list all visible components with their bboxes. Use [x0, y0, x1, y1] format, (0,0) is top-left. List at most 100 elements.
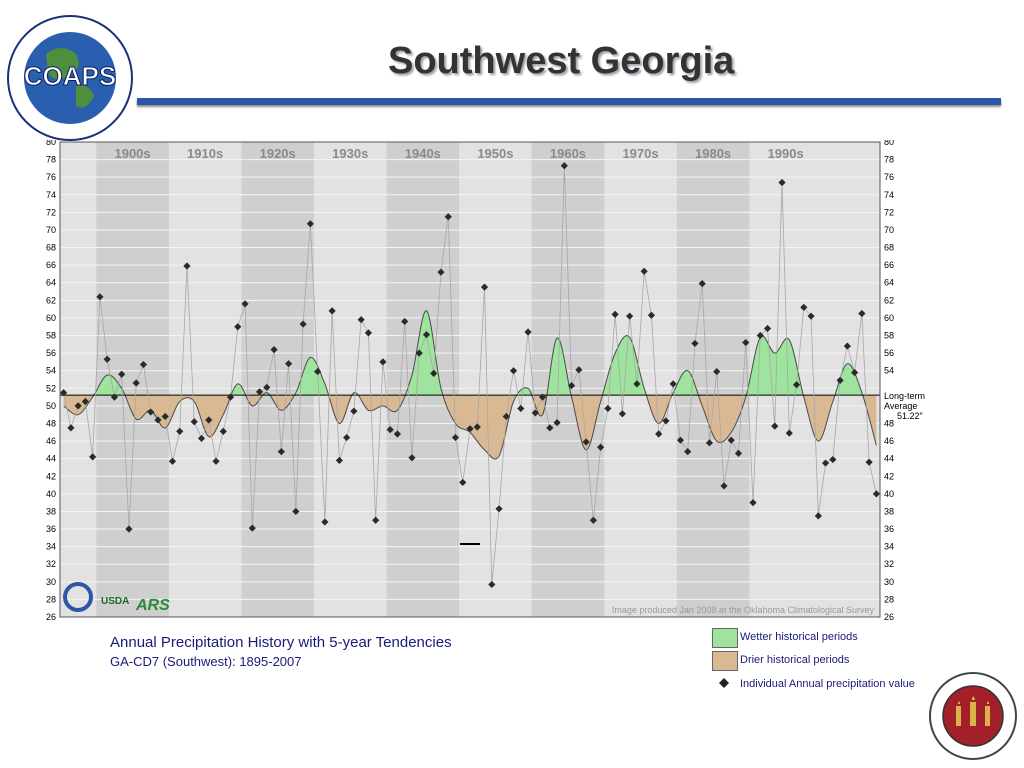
data-point — [314, 367, 322, 376]
y-tick-label-right: 56 — [884, 348, 894, 358]
data-point — [183, 262, 191, 270]
y-tick-label-right: 46 — [884, 436, 894, 446]
data-point — [103, 355, 111, 363]
data-point — [749, 499, 757, 507]
data-point — [248, 524, 256, 532]
data-point — [451, 433, 460, 442]
data-point — [742, 338, 750, 347]
usda-logo: USDA — [101, 596, 129, 607]
data-point — [495, 505, 503, 513]
average-value-label: 51.22" — [897, 411, 923, 421]
coaps-logo: COAPS — [6, 14, 134, 142]
data-point — [401, 317, 409, 326]
chart-subtitle: GA-CD7 (Southwest): 1895-2007 — [110, 654, 302, 669]
y-tick-label: 42 — [46, 471, 56, 481]
agency-logos: USDA ARS — [63, 582, 170, 614]
data-point — [604, 404, 612, 413]
plot-frame — [59, 141, 881, 618]
y-tick-label: 34 — [46, 542, 56, 552]
drier-swatch — [712, 651, 738, 671]
page-title: Southwest Georgia — [388, 40, 735, 82]
data-point — [335, 456, 343, 465]
y-tick-label-right: 48 — [884, 418, 894, 428]
y-tick-label: 76 — [46, 172, 56, 182]
y-tick-label: 48 — [46, 418, 56, 428]
y-tick-label-right: 42 — [884, 471, 894, 481]
data-point — [444, 213, 452, 221]
y-tick-label: 30 — [46, 577, 56, 587]
decade-label: 1970s — [622, 146, 658, 161]
y-tick-label-right: 28 — [884, 594, 894, 604]
average-label-line: Average — [884, 401, 917, 411]
data-point — [219, 427, 227, 435]
y-tick-label: 62 — [46, 295, 56, 305]
data-point — [328, 307, 336, 315]
data-point — [379, 358, 387, 366]
y-tick-label-right: 38 — [884, 506, 894, 516]
decade-label: 1990s — [768, 146, 804, 161]
data-point — [212, 457, 220, 465]
data-point — [771, 422, 779, 430]
data-point — [415, 349, 423, 357]
data-point — [582, 438, 590, 446]
data-point — [176, 427, 184, 435]
y-tick-label: 28 — [46, 594, 56, 604]
data-point — [205, 416, 213, 424]
data-point — [234, 323, 242, 331]
axes — [59, 141, 881, 618]
data-point — [364, 329, 373, 337]
data-point — [567, 382, 576, 390]
data-point — [437, 268, 445, 276]
y-tick-label: 56 — [46, 348, 56, 358]
y-tick-label: 36 — [46, 524, 56, 534]
y-tick-label-right: 78 — [884, 155, 894, 165]
y-tick-label: 54 — [46, 366, 56, 376]
data-point — [524, 328, 532, 336]
data-point — [459, 478, 467, 487]
data-point — [270, 345, 278, 354]
data-point — [161, 412, 169, 421]
decade-label: 1960s — [550, 146, 586, 161]
y-tick-label: 68 — [46, 243, 56, 253]
data-point — [676, 436, 685, 444]
data-point — [372, 516, 380, 524]
data-point — [720, 482, 728, 490]
data-point — [829, 455, 837, 464]
wetter-swatch — [712, 628, 738, 648]
precipitation-chart: 1900s 1910s 1920s 1930s 1940s 1950s 1960s 1970s… — [46, 140, 925, 622]
y-tick-label-right: 72 — [884, 207, 894, 217]
data-point — [778, 178, 786, 187]
average-label: Long-term Average — [884, 391, 925, 411]
data-point — [284, 360, 293, 368]
data-point — [89, 453, 97, 461]
data-point — [756, 331, 764, 340]
data-point — [292, 507, 300, 516]
data-point — [299, 320, 307, 328]
data-point — [698, 280, 706, 288]
ars-logo: ARS — [135, 597, 170, 614]
data-point — [321, 518, 329, 526]
y-tick-label: 26 — [46, 612, 56, 622]
data-point — [81, 397, 89, 406]
data-point — [125, 525, 133, 533]
y-tick-label-right: 66 — [884, 260, 894, 270]
average-label-group: Long-term Average 51.22" — [884, 391, 925, 421]
y-tick-label-right: 34 — [884, 542, 894, 552]
fsu-seal — [928, 670, 1018, 762]
y-tick-label-right: 74 — [884, 190, 894, 200]
y-tick-label: 50 — [46, 401, 56, 411]
y-tick-label-right: 30 — [884, 577, 894, 587]
y-tick-label-right: 40 — [884, 489, 894, 499]
data-point — [473, 423, 481, 431]
y-tick-label: 58 — [46, 331, 56, 341]
data-point — [139, 360, 148, 369]
data-point — [538, 393, 547, 401]
diamond-marker-icon — [719, 678, 729, 688]
y-tick-label-right: 62 — [884, 295, 894, 305]
data-point — [502, 412, 510, 421]
y-tick-label: 40 — [46, 489, 56, 499]
data-point — [727, 436, 735, 444]
data-point — [154, 416, 162, 424]
y-tick-label-right: 80 — [884, 140, 894, 147]
decade-label: 1930s — [332, 146, 368, 161]
